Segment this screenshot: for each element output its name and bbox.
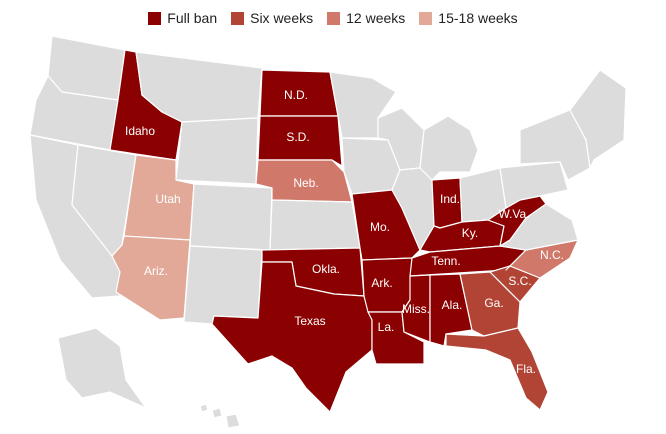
state-label-in: Ind. <box>440 192 460 206</box>
state-label-sc: S.C. <box>508 274 531 288</box>
state-mi <box>419 115 479 181</box>
state-co <box>189 183 273 251</box>
state-label-al: Ala. <box>442 298 463 312</box>
state-ne-states <box>569 69 627 169</box>
legend-label-full-ban: Full ban <box>167 10 218 26</box>
legend-label-six-weeks: Six weeks <box>250 10 314 26</box>
state-label-tn: Tenn. <box>431 254 460 268</box>
state-label-az: Ariz. <box>144 264 168 278</box>
state-label-sd: S.D. <box>286 130 309 144</box>
state-fl <box>445 327 549 411</box>
state-label-id: Idaho <box>125 124 155 138</box>
state-label-nc: N.C. <box>540 248 564 262</box>
legend-swatch-12-weeks <box>327 11 341 25</box>
state-ak <box>57 327 147 409</box>
state-nm <box>183 245 263 325</box>
legend-item-full-ban: Full ban <box>148 10 217 26</box>
state-label-tx: Texas <box>294 314 325 328</box>
state-va <box>499 203 579 251</box>
state-label-mo: Mo. <box>370 220 390 234</box>
state-sd <box>257 115 343 167</box>
state-label-ut: Utah <box>155 192 180 206</box>
labels-layer: Idaho Utah Ariz. N.D. S.D. Neb. Okla. Texas Mo. A… <box>125 88 564 376</box>
state-label-la: La. <box>378 320 395 334</box>
legend-label-12-weeks: 12 weeks <box>346 10 406 26</box>
legend-swatch-six-weeks <box>231 11 245 25</box>
state-label-ga: Ga. <box>484 296 503 310</box>
state-tx <box>211 261 373 413</box>
legend-swatch-full-ban <box>148 11 162 25</box>
state-label-ms: Miss. <box>402 302 430 316</box>
state-wy <box>175 117 259 185</box>
legend-item-12-weeks: 12 weeks <box>327 10 405 26</box>
state-ks <box>269 199 361 251</box>
legend-item-six-weeks: Six weeks <box>231 10 313 26</box>
state-label-ok: Okla. <box>312 262 340 276</box>
state-label-fl: Fla. <box>516 362 536 376</box>
state-label-nd: N.D. <box>284 88 308 102</box>
legend: Full ban Six weeks 12 weeks 15-18 weeks <box>0 10 666 26</box>
state-label-ky: Ky. <box>462 226 478 240</box>
state-label-wv: W.Va. <box>498 207 529 221</box>
state-label-ne: Neb. <box>293 176 318 190</box>
legend-item-15-18-weeks: 15-18 weeks <box>419 10 518 26</box>
state-hi <box>199 403 241 429</box>
state-label-ar: Ark. <box>371 276 392 290</box>
states-layer <box>29 35 627 429</box>
legend-swatch-15-18-weeks <box>419 11 433 25</box>
legend-label-15-18-weeks: 15-18 weeks <box>438 10 518 26</box>
